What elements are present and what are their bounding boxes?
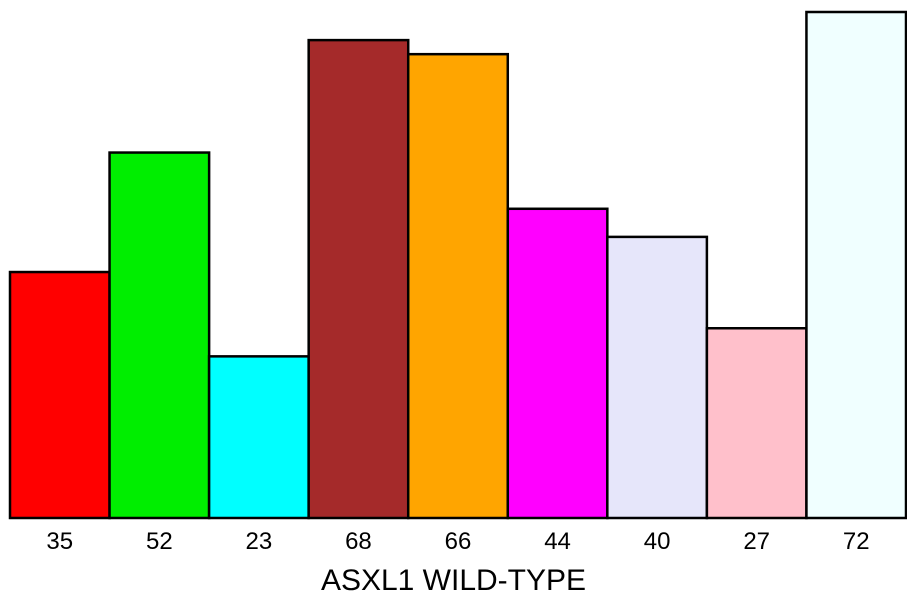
bars-layer [8,10,907,520]
bar-72 [805,10,907,520]
bar-23 [207,355,310,520]
bar-52 [108,151,211,520]
x-axis-title: ASXL1 WILD-TYPE [320,564,587,597]
tick-labels-layer: 35 52 23 68 66 44 40 27 72 [46,528,869,555]
x-tick-label: 27 [743,528,770,555]
x-tick-label: 72 [843,528,870,555]
x-tick-label: 23 [246,528,273,555]
x-tick-label: 66 [445,528,472,555]
x-tick-label: 35 [46,528,73,555]
x-tick-label: 40 [644,528,671,555]
x-tick-label: 44 [544,528,571,555]
x-tick-label: 68 [345,528,372,555]
bar-40 [606,235,709,520]
bar-35 [8,270,111,520]
bar-27 [705,327,808,520]
x-tick-label: 52 [146,528,173,555]
bar-66 [406,52,510,520]
bar-68 [307,38,410,520]
bar-44 [506,207,609,520]
